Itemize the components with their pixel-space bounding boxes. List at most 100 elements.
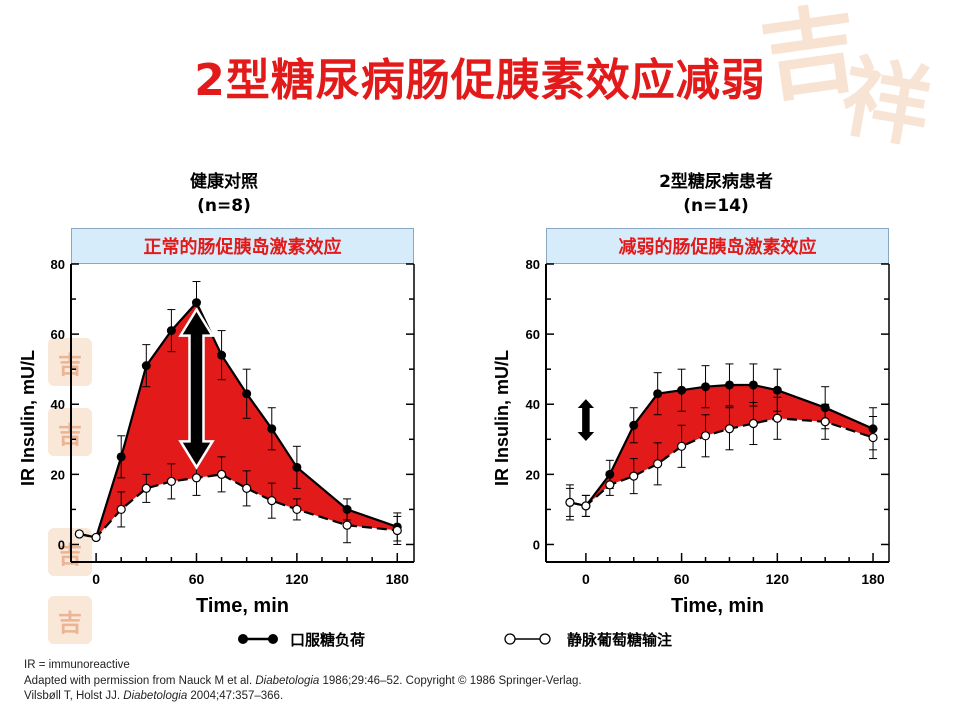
x-tick-label: 120 (766, 571, 790, 587)
oral-data-point (701, 382, 711, 392)
footnote-text: 1986;29:46–52. Copyright © 1986 Springer… (319, 674, 582, 687)
footnote: IR = immunoreactive Adapted with permiss… (24, 658, 582, 705)
effect-banner-right: 减弱的肠促胰岛激素效应 (546, 228, 889, 264)
iv-data-point (820, 417, 830, 427)
iv-data-point (748, 418, 758, 429)
oral-data-point (605, 469, 615, 479)
x-axis-label: Time, min (671, 595, 764, 617)
iv-data-point (216, 469, 227, 479)
y-tick-label: 60 (51, 327, 65, 342)
iv-data-point (868, 432, 878, 443)
y-tick-label: 20 (51, 467, 65, 482)
footnote-text: 2004;47:357–366. (187, 690, 284, 702)
footnote-text: Vilsbøll T, Holst JJ. (24, 690, 124, 702)
iv-data-point (605, 480, 615, 490)
iv-data-point (629, 471, 639, 481)
group-name: 健康对照 (190, 172, 258, 192)
iv-data-point (392, 525, 402, 536)
y-tick-label: 0 (58, 537, 65, 552)
x-tick-label: 60 (189, 571, 205, 587)
effect-area (569, 385, 873, 506)
chart-panel-1: 0 20 40 60 80 0 60 120 180 Time, min IR Insulin, m… (18, 257, 415, 617)
group-title-right: 2型糖尿病患者 (n=14) (566, 170, 866, 218)
oral-data-point (677, 385, 687, 395)
y-tick-label: 80 (526, 257, 540, 272)
iv-data-point (677, 441, 687, 451)
group-n: (n=14) (683, 196, 749, 216)
oral-data-point (653, 389, 663, 399)
iv-data-point (191, 473, 202, 483)
oral-data-point (166, 326, 176, 336)
oral-data-point (748, 380, 758, 390)
iv-data-point (653, 459, 663, 469)
oral-data-point (267, 424, 277, 434)
iv-data-point (141, 483, 151, 493)
iv-data-point (565, 497, 575, 507)
group-name: 2型糖尿病患者 (659, 172, 773, 192)
iv-data-point (700, 431, 711, 441)
x-tick-label: 0 (92, 571, 100, 587)
y-axis-label: IR Insulin, mU/L (18, 350, 38, 486)
oral-data-point (292, 462, 302, 472)
x-tick-label: 180 (386, 571, 410, 587)
x-axis-label: Time, min (196, 595, 289, 617)
effect-banner-left: 正常的肠促胰岛激素效应 (71, 228, 414, 264)
oral-data-point (724, 380, 734, 390)
iv-data-point (581, 501, 591, 511)
double-arrow (178, 307, 215, 470)
footnote-line: Adapted with permission from Nauck M et … (24, 674, 582, 690)
x-tick-label: 120 (285, 571, 309, 587)
oral-data-point (191, 298, 201, 308)
double-arrow (572, 395, 600, 445)
oral-data-point (820, 403, 830, 413)
y-axis-label: IR Insulin, mU/L (492, 350, 512, 486)
iv-series-line (79, 473, 398, 539)
legend-oral: 口服糖负荷 (236, 626, 365, 652)
legend-filled-marker-icon (238, 634, 278, 644)
legend-label: 静脉葡萄糖输注 (567, 630, 673, 649)
oral-series-line (569, 383, 874, 508)
iv-data-point (242, 483, 252, 493)
footnote-text: Adapted with permission from Nauck M et … (24, 674, 256, 687)
legend-label: 口服糖负荷 (290, 630, 366, 649)
iv-data-point (267, 496, 277, 506)
x-tick-label: 60 (674, 571, 690, 587)
group-title-left: 健康对照 (n=8) (74, 170, 374, 218)
effect-area (79, 302, 398, 538)
legend-open-marker-icon (504, 633, 551, 645)
iv-data-point (91, 532, 101, 543)
oral-data-point (772, 385, 782, 395)
iv-series-line (569, 417, 874, 508)
footnote-line: Vilsbøll T, Holst JJ. Diabetologia 2004;… (24, 689, 582, 705)
y-tick-label: 60 (526, 327, 540, 342)
watermark-stamp: 吉 (48, 596, 92, 644)
iv-data-point (74, 529, 84, 539)
footnote-journal: Diabetologia (255, 674, 320, 687)
y-tick-label: 40 (526, 397, 540, 412)
y-tick-label: 0 (533, 537, 540, 552)
group-n: (n=8) (197, 196, 251, 216)
oral-data-point (217, 350, 227, 360)
legend-iv: 静脉葡萄糖输注 (503, 626, 672, 652)
oral-data-point (868, 424, 878, 434)
footnote-journal: Diabetologia (123, 690, 188, 702)
iv-data-point (166, 476, 176, 486)
footnote-line: IR = immunoreactive (24, 659, 130, 671)
iv-data-point (116, 504, 126, 515)
x-tick-label: 180 (861, 571, 885, 587)
y-tick-label: 80 (51, 257, 65, 272)
iv-data-point (342, 520, 352, 530)
x-tick-label: 0 (582, 571, 590, 587)
y-tick-label: 20 (526, 467, 540, 482)
slide-title: 2型糖尿病肠促胰素效应减弱 (194, 55, 766, 106)
chart-panel-2: 0 20 40 60 80 0 60 120 180 Time, min IR Insulin, m… (492, 257, 890, 617)
iv-data-point (724, 424, 735, 434)
oral-data-point (342, 504, 352, 514)
oral-data-point (242, 389, 252, 399)
y-tick-label: 40 (51, 397, 65, 412)
oral-data-point (141, 361, 151, 371)
iv-data-point (292, 504, 302, 515)
iv-data-point (772, 413, 782, 423)
oral-data-point (629, 420, 639, 430)
